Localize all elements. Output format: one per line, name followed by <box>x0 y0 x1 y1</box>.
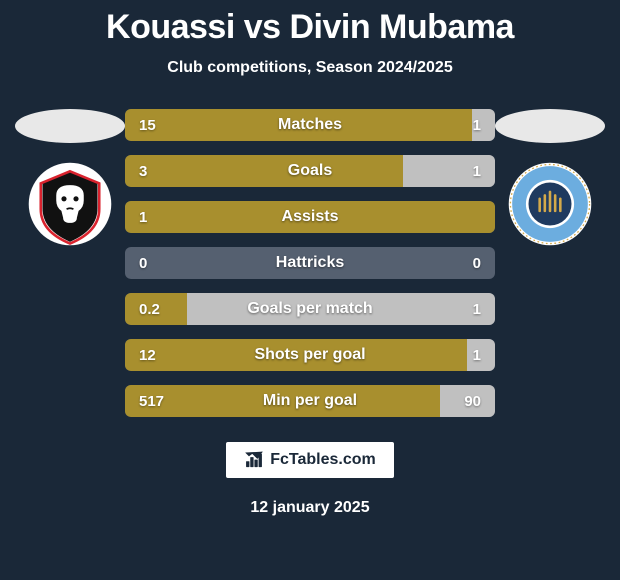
page-subtitle: Club competitions, Season 2024/2025 <box>0 59 620 77</box>
stat-label: Goals per match <box>247 300 372 318</box>
left-team-crest <box>27 161 113 247</box>
right-team-col <box>490 109 610 247</box>
stat-value-left: 517 <box>139 393 164 410</box>
stats-list: 15 Matches 1 3 Goals 1 1 Assists 0 Hattricks 0 0.2 G… <box>125 109 495 417</box>
stat-value-left: 12 <box>139 347 156 364</box>
brand-badge: FcTables.com <box>225 441 395 479</box>
stat-bar-right <box>403 155 496 187</box>
stat-bar-left <box>125 155 403 187</box>
stat-value-right: 1 <box>473 347 481 364</box>
footer: FcTables.com 12 january 2025 <box>0 441 620 517</box>
left-team-col <box>10 109 130 247</box>
page-title: Kouassi vs Divin Mubama <box>0 8 620 47</box>
stat-value-left: 0 <box>139 255 147 272</box>
stat-row: 15 Matches 1 <box>125 109 495 141</box>
stat-value-right: 0 <box>473 255 481 272</box>
stat-value-right: 90 <box>464 393 481 410</box>
stat-label: Matches <box>278 116 342 134</box>
stat-label: Shots per goal <box>254 346 365 364</box>
header: Kouassi vs Divin Mubama Club competition… <box>0 0 620 77</box>
stat-label: Hattricks <box>276 254 344 272</box>
content-area: 15 Matches 1 3 Goals 1 1 Assists 0 Hattricks 0 0.2 G… <box>0 109 620 417</box>
stat-value-right: 1 <box>473 301 481 318</box>
stat-value-right: 1 <box>473 163 481 180</box>
stat-value-right: 1 <box>473 117 481 134</box>
stat-row: 12 Shots per goal 1 <box>125 339 495 371</box>
stat-value-left: 0.2 <box>139 301 160 318</box>
stat-row: 0.2 Goals per match 1 <box>125 293 495 325</box>
date-text: 12 january 2025 <box>0 499 620 517</box>
stat-row: 517 Min per goal 90 <box>125 385 495 417</box>
brand-text: FcTables.com <box>270 451 376 469</box>
stat-label: Min per goal <box>263 392 357 410</box>
chart-icon <box>244 450 264 470</box>
stat-row: 3 Goals 1 <box>125 155 495 187</box>
stat-value-left: 15 <box>139 117 156 134</box>
stat-label: Goals <box>288 162 332 180</box>
right-ellipse <box>495 109 605 143</box>
stat-value-left: 3 <box>139 163 147 180</box>
stat-row: 0 Hattricks 0 <box>125 247 495 279</box>
stat-label: Assists <box>282 208 339 226</box>
right-team-crest <box>507 161 593 247</box>
left-ellipse <box>15 109 125 143</box>
stat-row: 1 Assists <box>125 201 495 233</box>
stat-value-left: 1 <box>139 209 147 226</box>
